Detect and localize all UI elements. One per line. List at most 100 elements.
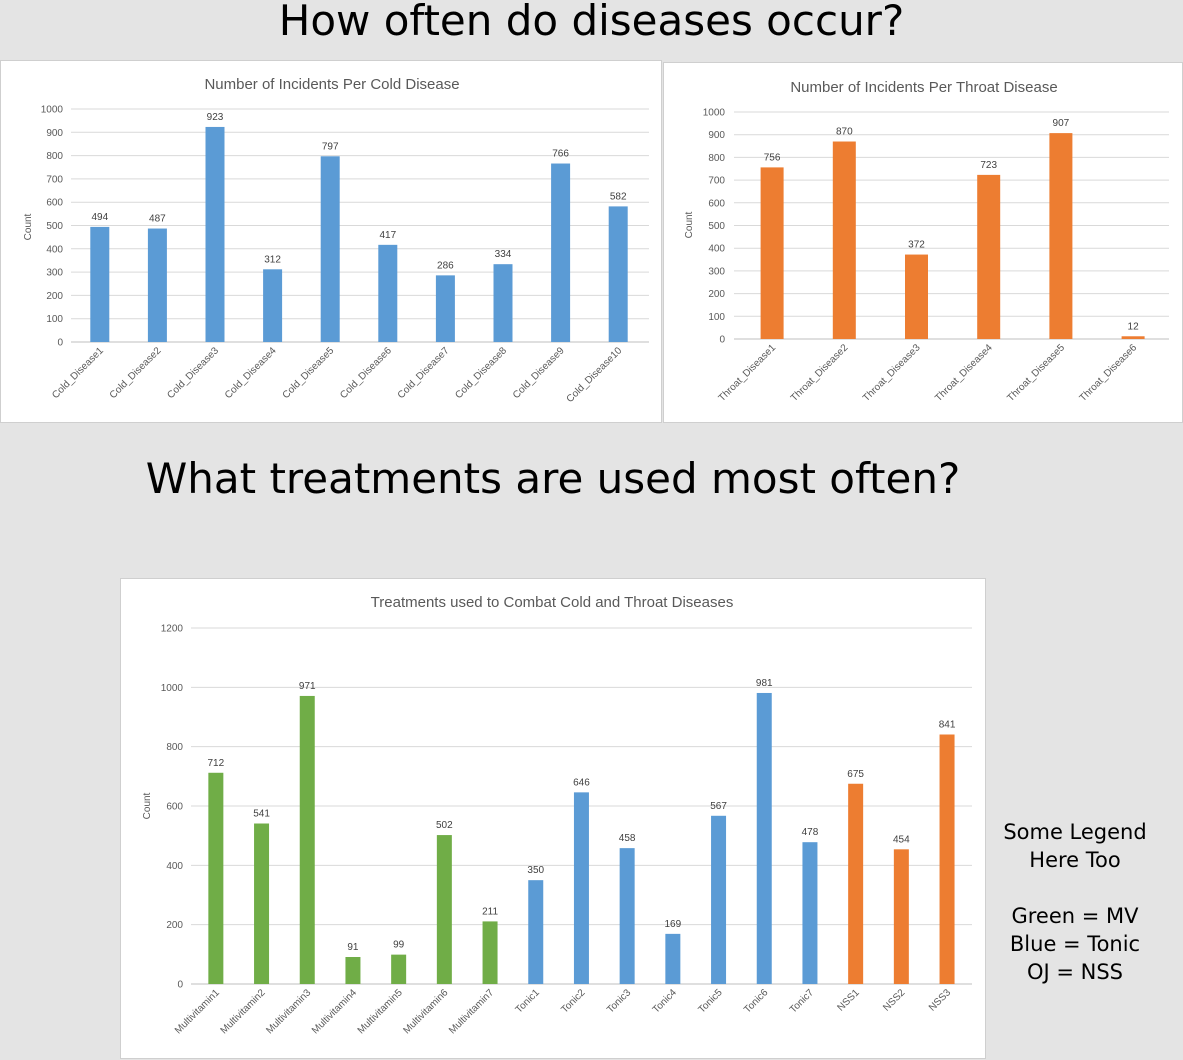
data-label: 841 [939,720,956,731]
page-heading-top: How often do diseases occur? [278,0,905,45]
bar [345,957,361,984]
data-label: 797 [322,141,339,152]
x-tick-label: Multivitamin6 [401,987,450,1036]
bar [391,954,407,984]
x-tick-label: Tonic7 [788,987,817,1016]
data-label: 712 [208,758,225,769]
y-axis-title: Count [23,213,34,240]
x-tick-label: Multivitamin4 [310,987,359,1036]
data-label: 756 [764,152,781,163]
bar [939,734,955,984]
bar [551,163,571,342]
x-tick-label: Cold_Disease5 [281,345,337,401]
data-label: 458 [619,833,636,844]
data-label: 494 [91,212,108,223]
bar [1049,133,1073,339]
y-tick-label: 1000 [703,108,726,119]
bar [320,156,340,342]
bar [299,695,315,984]
data-label: 91 [347,942,359,953]
bar [435,275,455,342]
data-label: 99 [393,940,405,951]
y-axis-title: Count [684,211,695,238]
x-tick-label: Multivitamin7 [447,987,496,1036]
y-tick-label: 200 [46,291,63,302]
bar [90,226,110,342]
legend-note-line: Blue = Tonic [1009,932,1141,956]
data-label: 541 [253,809,270,820]
data-label: 12 [1128,321,1140,332]
x-tick-label: Throat_Disease6 [1078,342,1140,404]
y-tick-label: 900 [708,130,725,141]
bar [619,848,635,984]
data-label: 923 [207,112,224,123]
data-label: 211 [482,906,498,917]
bar [528,880,544,984]
data-label: 766 [552,149,569,160]
y-tick-label: 200 [166,920,183,931]
data-label: 723 [980,160,997,171]
bar [147,228,167,342]
x-tick-label: Cold_Disease6 [338,345,394,401]
bar [832,141,856,339]
y-tick-label: 1200 [161,624,184,635]
y-tick-label: 600 [46,198,63,209]
data-label: 487 [149,214,166,225]
data-label: 478 [802,827,819,838]
legend-note-line: OJ = NSS [1026,960,1124,984]
x-tick-label: Tonic4 [651,987,680,1016]
bar [905,254,928,339]
legend-note-spacer [990,874,1160,902]
throat-disease-chart: Number of Incidents Per Throat Disease Co… [684,79,1169,404]
x-tick-label: NSS3 [927,987,954,1014]
throat-disease-chart-panel: Number of Incidents Per Throat Disease Co… [663,62,1183,423]
bar [802,842,818,984]
x-tick-label: Throat_Disease5 [1005,342,1067,404]
treatments-chart: Treatments used to Combat Cold and Throa… [142,594,972,1036]
bar [760,167,784,339]
y-tick-label: 700 [708,176,725,187]
legend-note-line: Some Legend [1003,820,1147,844]
y-tick-label: 600 [166,802,183,813]
x-tick-label: NSS1 [836,987,863,1014]
bar [482,921,498,984]
x-tick-label: Cold_Disease4 [223,345,279,401]
bar [711,815,727,984]
data-label: 981 [756,678,773,689]
bar [205,126,225,342]
x-tick-label: Multivitamin1 [173,987,222,1036]
y-tick-label: 0 [177,980,183,991]
y-tick-label: 0 [719,335,725,346]
y-tick-label: 0 [57,338,63,349]
x-tick-label: Tonic2 [559,987,588,1016]
data-label: 675 [847,769,864,780]
y-tick-label: 500 [46,221,63,232]
chart-title: Number of Incidents Per Cold Disease [204,76,459,93]
y-tick-label: 100 [46,314,63,325]
x-tick-label: Tonic5 [696,987,725,1016]
y-tick-label: 400 [708,244,725,255]
bar [378,244,398,342]
y-tick-label: 400 [46,244,63,255]
data-label: 582 [610,191,627,202]
bar [254,823,270,984]
y-tick-label: 800 [46,151,63,162]
y-tick-label: 900 [46,128,63,139]
y-tick-label: 1000 [161,683,184,694]
y-tick-label: 700 [46,174,63,185]
bar [493,264,513,342]
chart-title: Treatments used to Combat Cold and Throa… [371,594,734,611]
legend-note-line: Here Too [1029,848,1121,872]
x-tick-label: Throat_Disease1 [717,342,779,404]
cold-disease-chart-panel: Number of Incidents Per Cold Disease Coun… [0,60,662,423]
data-label: 286 [437,260,454,271]
data-label: 567 [710,801,727,812]
bar [893,849,909,984]
x-tick-label: Cold_Disease2 [108,345,164,401]
data-label: 454 [893,834,910,845]
y-tick-label: 200 [708,289,725,300]
data-label: 971 [299,681,316,692]
x-tick-label: Cold_Disease10 [565,345,625,405]
y-tick-label: 300 [46,268,63,279]
bar [848,783,864,984]
